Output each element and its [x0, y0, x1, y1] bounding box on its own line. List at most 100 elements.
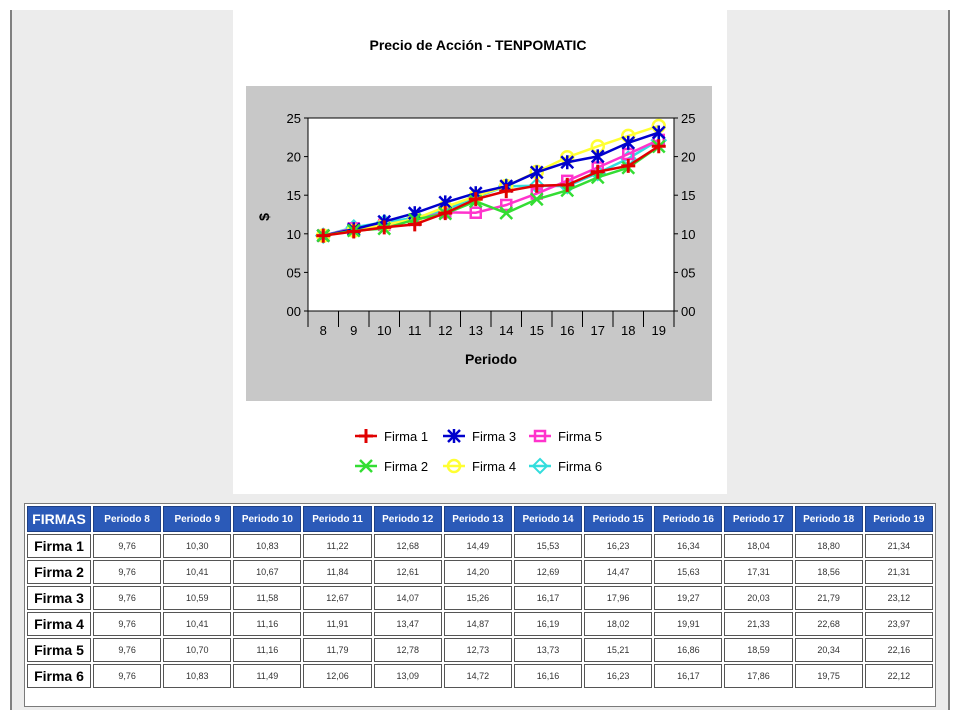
table-cell: 9,76	[93, 534, 162, 558]
table-cell: 18,02	[584, 612, 653, 636]
table-cell: 18,80	[794, 534, 863, 558]
table-cell: 14,87	[443, 612, 512, 636]
row-label: Firma 3	[27, 586, 91, 610]
table-cell: 9,76	[93, 560, 162, 584]
table-row: Firma 2 9,76 10,41 10,67 11,84 12,61 14,20 12,6…	[27, 560, 933, 584]
data-point-firma-1	[590, 164, 605, 179]
y-tick-label-left: 25	[287, 111, 301, 126]
table-cell: 14,07	[373, 586, 442, 610]
table-cell: 11,16	[233, 638, 302, 662]
table-row: Firma 4 9,76 10,41 11,16 11,91 13,47 14,87 16,1…	[27, 612, 933, 636]
data-point-firma-1	[438, 206, 453, 221]
data-point-firma-1	[651, 139, 666, 154]
table-cell: 19,91	[654, 612, 723, 636]
table-cell: 9,76	[93, 586, 162, 610]
table-cell: 10,83	[163, 664, 232, 688]
line-chart: Precio de Acción - TENPOMATIC 00 00 05 05 10…	[246, 37, 712, 475]
table-row: Firma 1 9,76 10,30 10,83 11,22 12,68 14,49 15,5…	[27, 534, 933, 558]
table-cell: 12,73	[443, 638, 512, 662]
table-cell: 21,34	[864, 534, 933, 558]
marker-stroke	[359, 459, 373, 473]
axis-ticks: 00 00 05 05 10 10 15 15 20 20 25 25 8 9 10 11 12 13 14 15 16…	[287, 111, 696, 338]
table-cell: 16,17	[654, 664, 723, 688]
table-cell: 23,12	[864, 586, 933, 610]
y-tick-label-left: 15	[287, 188, 301, 203]
table-cell: 10,30	[163, 534, 232, 558]
table-cell: 13,09	[373, 664, 442, 688]
table-cell: 12,69	[513, 560, 583, 584]
table-cell: 13,73	[513, 638, 583, 662]
data-point-firma-1	[377, 220, 392, 235]
table-cell: 15,21	[584, 638, 653, 662]
table-cell: 12,61	[373, 560, 442, 584]
legend-item-firma-5: Firma 5	[529, 429, 602, 444]
legend: Firma 1 Firma 3 Firma 5 Firma 2 Firma 4 Firma…	[355, 429, 602, 475]
table-cell: 16,34	[654, 534, 723, 558]
table-cell: 22,68	[794, 612, 863, 636]
table-cell: 18,56	[794, 560, 863, 584]
table-header-firmas: FIRMAS	[27, 506, 91, 532]
table-cell: 17,86	[724, 664, 793, 688]
table-cell: 14,20	[443, 560, 512, 584]
data-point-firma-3	[590, 149, 605, 164]
table-cell: 16,16	[513, 664, 583, 688]
table-cell: 11,22	[303, 534, 372, 558]
row-label: Firma 1	[27, 534, 91, 558]
row-label: Firma 2	[27, 560, 91, 584]
table-header-periodo: Periodo 13	[443, 506, 512, 532]
data-point-firma-5	[500, 198, 513, 212]
table-cell: 14,47	[584, 560, 653, 584]
marker-shape	[531, 457, 549, 475]
table-cell: 11,79	[303, 638, 372, 662]
data-point-firma-1	[499, 184, 514, 199]
row-label: Firma 4	[27, 612, 91, 636]
legend-marker	[359, 429, 373, 443]
x-tick-label: 8	[320, 323, 327, 338]
table-header-periodo: Periodo 17	[724, 506, 793, 532]
x-tick-label: 16	[560, 323, 574, 338]
data-point-firma-2	[499, 206, 514, 220]
x-tick-label: 10	[377, 323, 391, 338]
x-tick-label: 17	[591, 323, 605, 338]
table-header-periodo: Periodo 8	[93, 506, 162, 532]
table-body: Firma 1 9,76 10,30 10,83 11,22 12,68 14,49 15,5…	[27, 534, 933, 688]
table-cell: 10,83	[233, 534, 302, 558]
series-layer	[314, 118, 668, 245]
data-point-firma-3	[621, 135, 636, 150]
table-cell: 14,72	[443, 664, 512, 688]
table-header-periodo: Periodo 9	[163, 506, 232, 532]
x-tick-label: 19	[652, 323, 666, 338]
table-cell: 13,47	[373, 612, 442, 636]
table-cell: 21,31	[864, 560, 933, 584]
table-cell: 18,59	[724, 638, 793, 662]
table-cell: 21,79	[794, 586, 863, 610]
table-cell: 15,26	[443, 586, 512, 610]
legend-label: Firma 3	[472, 429, 516, 444]
table-cell: 17,31	[724, 560, 793, 584]
row-label: Firma 6	[27, 664, 91, 688]
table-cell: 10,41	[163, 612, 232, 636]
marker-stroke	[499, 206, 514, 220]
marker-shape	[500, 198, 513, 212]
marker-shape	[446, 458, 462, 474]
table-cell: 12,78	[373, 638, 442, 662]
x-axis-label: Periodo	[465, 351, 517, 367]
table-header-periodo: Periodo 11	[303, 506, 372, 532]
marker-shape	[469, 206, 482, 219]
x-tick-label: 15	[530, 323, 544, 338]
legend-label: Firma 5	[558, 429, 602, 444]
y-tick-label-right: 20	[681, 150, 695, 165]
data-point-firma-3	[529, 165, 544, 180]
table-cell: 12,06	[303, 664, 372, 688]
data-point-firma-1	[407, 217, 422, 232]
legend-label: Firma 6	[558, 459, 602, 474]
table-cell: 12,67	[303, 586, 372, 610]
table-cell: 9,76	[93, 664, 162, 688]
legend-label: Firma 4	[472, 459, 516, 474]
table-cell: 18,04	[724, 534, 793, 558]
table-cell: 11,49	[233, 664, 302, 688]
table-row: Firma 3 9,76 10,59 11,58 12,67 14,07 15,26 16,1…	[27, 586, 933, 610]
table-cell: 10,59	[163, 586, 232, 610]
marker-shape	[533, 429, 547, 443]
table-cell: 9,76	[93, 638, 162, 662]
